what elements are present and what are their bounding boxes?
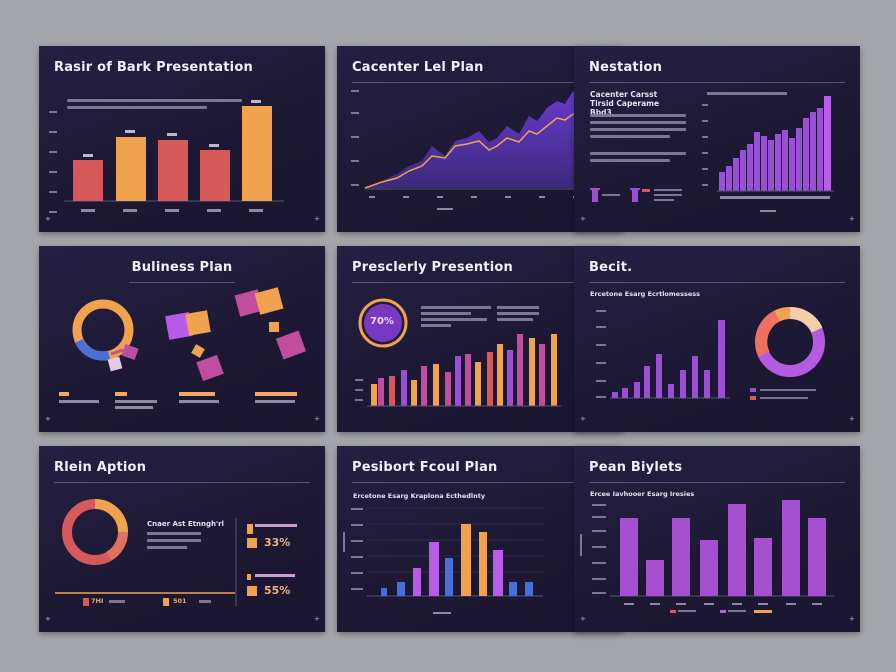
corner-mark: +	[314, 415, 320, 423]
slide-1-bar-chart	[49, 100, 284, 213]
slide-2-title: Cacenter Lel Plan	[352, 60, 484, 75]
title-rule	[589, 82, 845, 83]
title-rule	[352, 482, 608, 483]
text-line	[67, 99, 242, 102]
progress-badge: 70%	[370, 316, 394, 327]
slide-7-title: Rlein Aption	[54, 460, 147, 475]
bar-series	[381, 524, 533, 596]
slide-3[interactable]: Nestation Cacenter Carsst Tirsid Caperam…	[574, 46, 860, 232]
badge-ring	[358, 298, 408, 348]
corner-mark: +	[580, 615, 586, 623]
text-line	[590, 121, 686, 124]
footer-label-1: 7HI	[91, 597, 104, 605]
slide-7-chart	[55, 499, 297, 606]
slide-6-subtitle: Ercetone Esarg Ecrtlomessess	[590, 290, 700, 298]
slide-9-title: Pean Biylets	[589, 460, 683, 475]
bar	[116, 137, 146, 201]
bar	[158, 140, 188, 201]
slide-4[interactable]: Buliness Plan + +	[39, 246, 325, 432]
donut-chart	[755, 307, 825, 377]
slide-3-bar-chart	[590, 92, 834, 212]
slide-9-subtitle: Ercee Iavhooer Esarg Iresies	[590, 490, 695, 498]
title-rule	[352, 82, 608, 83]
slide-8-subtitle: Ercetone Esarg Kraplona Ecthedlnty	[353, 492, 486, 500]
slide-8-bar-chart	[343, 507, 543, 614]
area-series	[365, 91, 583, 188]
slide-9-bar-chart	[580, 500, 834, 613]
corner-mark: +	[849, 415, 855, 423]
title-rule	[589, 282, 845, 283]
slide-2-area-chart	[351, 90, 584, 210]
corner-mark: +	[580, 415, 586, 423]
slide-6-chart	[596, 307, 825, 400]
slide-9[interactable]: Pean Biylets Ercee Iavhooer Esarg Iresie…	[574, 446, 860, 632]
slide-7[interactable]: Rlein Aption Cnaer Ast Etnngh'rl 33% 55%…	[39, 446, 325, 632]
line-series	[364, 113, 584, 189]
slide-6[interactable]: Becit. Ercetone Esarg Ecrtlomessess	[574, 246, 860, 432]
slide-4-title: Buliness Plan	[131, 260, 233, 275]
bar-series	[371, 334, 557, 406]
text-line	[590, 152, 686, 155]
title-rule	[129, 282, 235, 283]
text-line	[67, 106, 207, 109]
bar-series	[612, 320, 725, 398]
text-line	[590, 135, 670, 138]
bar	[73, 160, 103, 201]
donut-chart	[62, 499, 128, 565]
corner-mark: +	[849, 215, 855, 223]
slide-1[interactable]: Rasir of Bark Presentation + +	[39, 46, 325, 232]
slide-7-subtitle: Cnaer Ast Etnngh'rl	[147, 520, 224, 528]
title-rule	[589, 482, 845, 483]
bar-series	[620, 500, 826, 596]
bar	[242, 106, 272, 201]
slide-1-title: Rasir of Bark Presentation	[54, 60, 253, 75]
corner-mark: +	[314, 215, 320, 223]
slide-5-title: Presclerly Presention	[352, 260, 513, 275]
slide-5-chart	[355, 298, 561, 407]
title-rule	[352, 282, 608, 283]
title-rule	[54, 482, 310, 483]
corner-mark: +	[314, 615, 320, 623]
slide-3-subtitle: Cacenter Carsst Tirsid Caperame Bbd3	[590, 90, 660, 117]
slide-4-illustration	[59, 287, 307, 409]
kpi-value-2: 55%	[264, 584, 291, 597]
text-line	[590, 128, 686, 131]
corner-mark: +	[849, 615, 855, 623]
corner-mark: +	[580, 215, 586, 223]
corner-mark: +	[45, 415, 51, 423]
slide-6-title: Becit.	[589, 260, 633, 275]
bar	[200, 150, 230, 201]
kpi-value-1: 33%	[264, 536, 291, 549]
corner-mark: +	[45, 615, 51, 623]
slide-8-title: Pesibort Fcoul Plan	[352, 460, 498, 475]
footer-label-2: 501	[173, 597, 187, 605]
corner-mark: +	[45, 215, 51, 223]
text-line	[590, 159, 670, 162]
text-line	[590, 114, 686, 117]
slide-3-title: Nestation	[589, 60, 663, 75]
